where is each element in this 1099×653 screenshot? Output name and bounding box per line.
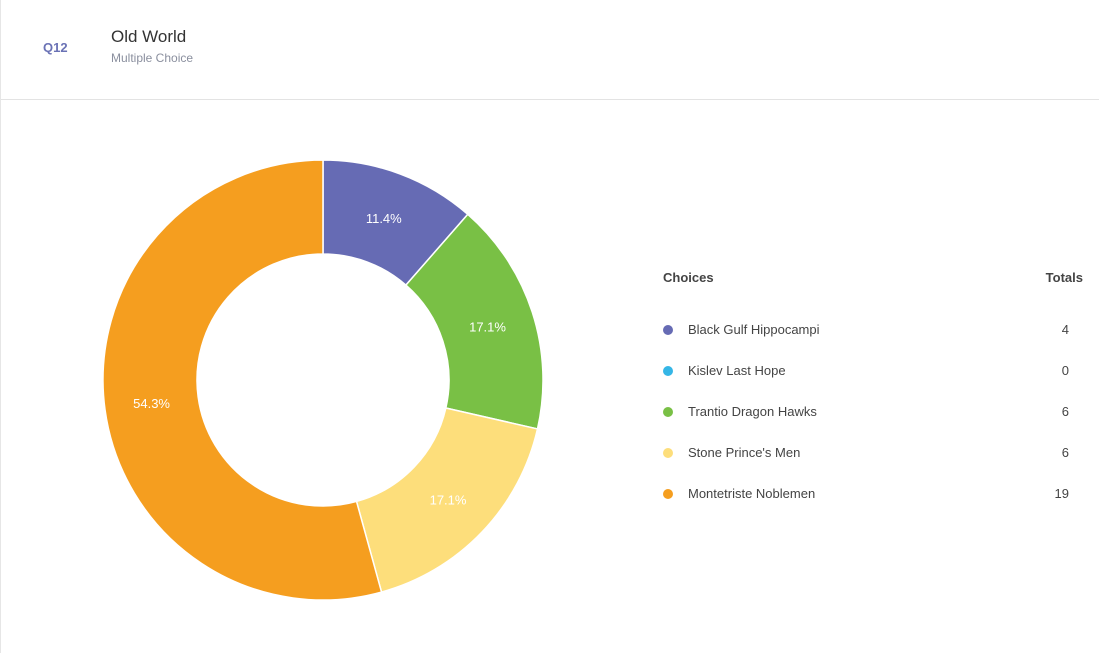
question-number: Q12	[43, 40, 68, 55]
legend-dot-icon	[663, 407, 673, 417]
legend: Choices Totals Black Gulf Hippocampi 4 Kis…	[663, 270, 1083, 516]
legend-rows: Black Gulf Hippocampi 4 Kislev Last Hope 0 T…	[663, 311, 1083, 516]
question-type: Multiple Choice	[111, 51, 194, 65]
donut-slice[interactable]	[102, 159, 383, 601]
legend-item: Stone Prince's Men 6	[663, 434, 1083, 475]
question-title: Old World	[111, 27, 187, 46]
legend-total-value: 0	[1061, 363, 1069, 378]
legend-total-value: 6	[1061, 404, 1069, 419]
donut-slice[interactable]	[355, 407, 539, 593]
slice-percent-label: 11.4%	[366, 211, 402, 226]
slice-percent-label: 17.1%	[469, 320, 506, 335]
legend-item: Montetriste Noblemen 19	[663, 475, 1083, 516]
legend-choice-label: Stone Prince's Men	[688, 445, 801, 460]
legend-total-value: 19	[1054, 486, 1069, 501]
legend-header: Choices Totals	[663, 270, 1083, 290]
legend-item: Kislev Last Hope 0	[663, 352, 1083, 393]
legend-dot-icon	[663, 366, 673, 376]
legend-choice-label: Trantio Dragon Hawks	[688, 404, 817, 419]
donut-chart: 11.4% 17.1% 17.1% 54.3%	[102, 159, 544, 601]
legend-total-value: 6	[1061, 445, 1069, 460]
legend-dot-icon	[663, 448, 673, 458]
legend-total-value: 4	[1061, 322, 1069, 337]
legend-item: Black Gulf Hippocampi 4	[663, 311, 1083, 352]
legend-dot-icon	[663, 325, 673, 335]
slice-percent-label: 17.1%	[430, 493, 467, 508]
legend-choice-label: Kislev Last Hope	[688, 363, 786, 378]
slice-percent-label: 54.3%	[133, 396, 170, 411]
choices-header: Choices	[663, 270, 714, 285]
legend-dot-icon	[663, 489, 673, 499]
donut-slice[interactable]	[404, 213, 544, 430]
legend-item: Trantio Dragon Hawks 6	[663, 393, 1083, 434]
legend-choice-label: Black Gulf Hippocampi	[688, 322, 820, 337]
legend-choice-label: Montetriste Noblemen	[688, 486, 816, 501]
question-header: Q12 Old World Multiple Choice	[1, 0, 1099, 100]
totals-header: Totals	[1045, 270, 1083, 285]
